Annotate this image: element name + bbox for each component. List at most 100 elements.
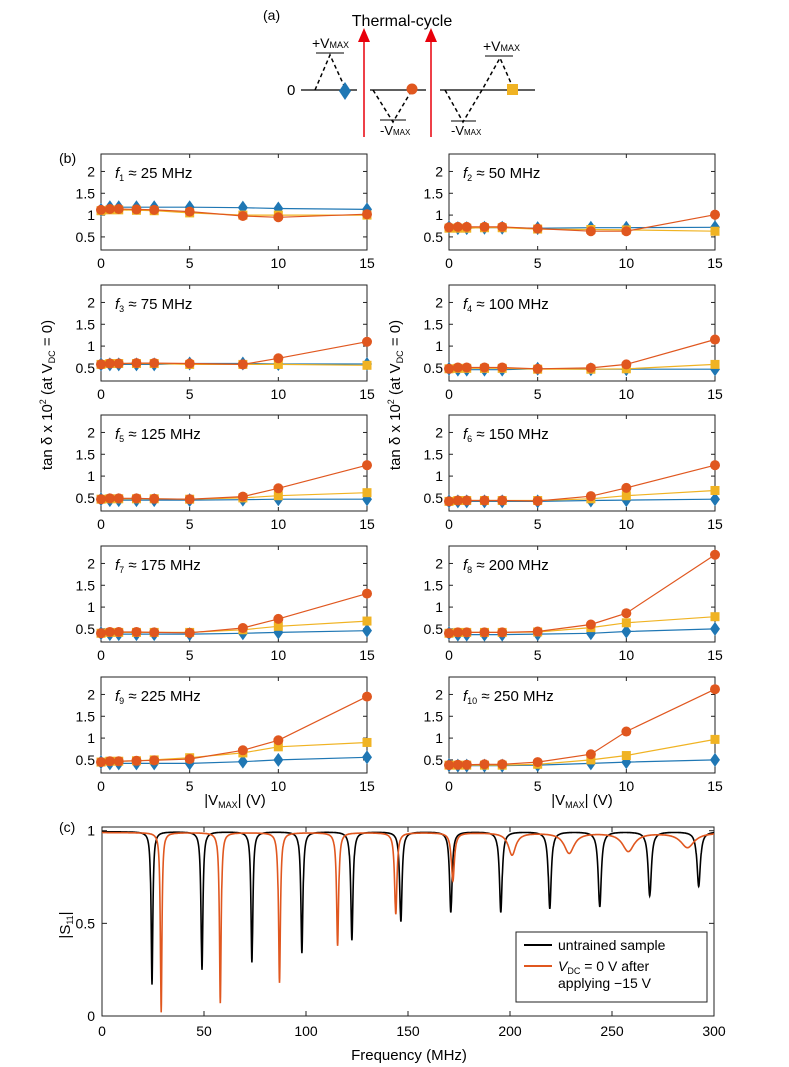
point-diamond bbox=[362, 623, 372, 638]
marker-diamond bbox=[339, 82, 351, 100]
y-tick-label: 1 bbox=[435, 730, 443, 746]
point-circle bbox=[131, 626, 142, 637]
y-tick-label: 1 bbox=[435, 338, 443, 354]
spectrum-xlabel: Frequency (MHz) bbox=[351, 1047, 467, 1064]
y-tick-label: 0.5 bbox=[76, 621, 96, 637]
subplot-freq-label: f4 ≈ 100 MHz bbox=[463, 296, 549, 314]
y-tick-label: 1.5 bbox=[424, 446, 444, 462]
x-tick-label: 0 bbox=[445, 255, 453, 271]
point-circle bbox=[710, 209, 720, 220]
y-tick-label: 2 bbox=[87, 163, 95, 179]
y-tick-label: 0.5 bbox=[76, 752, 96, 768]
point-circle bbox=[621, 359, 632, 370]
x-tick-label: 5 bbox=[534, 516, 542, 532]
subplot-f4: 0.5 1 1.5 2 0 5 10 15 f4 ≈ 100 MHz bbox=[424, 284, 723, 402]
x-tick-label: 5 bbox=[186, 516, 194, 532]
legend-label-untrained: untrained sample bbox=[558, 937, 666, 953]
x-tick-label: 10 bbox=[271, 386, 287, 402]
x-tick-label: 15 bbox=[707, 516, 723, 532]
point-square bbox=[586, 755, 596, 765]
subplot-f6: 0.5 1 1.5 2 0 5 10 15 f6 ≈ 150 MHz bbox=[424, 414, 723, 532]
point-circle bbox=[532, 223, 543, 234]
y-tick-label: 0.5 bbox=[424, 360, 444, 376]
subplot-f3: 0.5 1 1.5 2 0 5 10 15 f3 ≈ 75 MHz bbox=[76, 284, 375, 402]
point-circle bbox=[452, 495, 463, 506]
point-circle bbox=[184, 754, 195, 765]
panel-c: (c) 0 0.5 1 0 50 100 150 200 250 300 |S11| Freque… bbox=[57, 819, 726, 1064]
point-circle bbox=[184, 206, 195, 217]
subplot-freq-label: f10 ≈ 250 MHz bbox=[463, 688, 554, 706]
x-tick-label: 10 bbox=[619, 255, 635, 271]
y-tick-label: 2 bbox=[87, 424, 95, 440]
subplot-frame bbox=[448, 676, 716, 774]
point-circle bbox=[273, 735, 284, 746]
point-circle bbox=[710, 334, 720, 345]
x-tick-label: 5 bbox=[186, 778, 194, 794]
y-tick-label: 0 bbox=[87, 1008, 95, 1024]
point-circle bbox=[621, 608, 632, 619]
point-circle bbox=[104, 203, 115, 214]
schematic-title: Thermal-cycle bbox=[352, 13, 453, 30]
thermal-arrow-1 bbox=[358, 28, 370, 137]
point-circle bbox=[184, 494, 195, 505]
point-circle bbox=[237, 745, 248, 756]
panel-b-xlabel-left: |VMAX| (V) bbox=[204, 792, 265, 810]
x-tick-label: 0 bbox=[97, 778, 105, 794]
point-circle bbox=[96, 204, 106, 215]
subplot-frame bbox=[100, 676, 368, 774]
point-circle bbox=[104, 358, 115, 369]
point-square bbox=[710, 485, 720, 495]
point-circle bbox=[131, 358, 142, 369]
subplot-frame bbox=[448, 545, 716, 643]
y-tick-label: 0.5 bbox=[424, 621, 444, 637]
point-square bbox=[273, 491, 283, 501]
y-tick-label: 1 bbox=[87, 823, 95, 839]
point-circle bbox=[585, 226, 596, 237]
y-tick-label: 2 bbox=[87, 294, 95, 310]
point-square bbox=[362, 616, 372, 626]
point-circle bbox=[273, 613, 284, 624]
y-tick-label: 1 bbox=[435, 207, 443, 223]
x-tick-label: 10 bbox=[619, 647, 635, 663]
x-tick-label: 10 bbox=[619, 516, 635, 532]
y-tick-label: 2 bbox=[87, 555, 95, 571]
point-square bbox=[710, 612, 720, 622]
x-tick-label: 0 bbox=[445, 516, 453, 532]
point-circle bbox=[710, 684, 720, 695]
plus-vmax-label-1: +VMAX bbox=[312, 35, 349, 51]
point-circle bbox=[532, 495, 543, 506]
x-tick-label: 10 bbox=[271, 255, 287, 271]
subplot-f10: 0.5 1 1.5 2 0 5 10 15 f10 ≈ 250 MHz bbox=[424, 676, 723, 794]
panel-c-label: (c) bbox=[59, 819, 75, 835]
point-circle bbox=[113, 203, 124, 214]
point-circle bbox=[362, 691, 372, 702]
point-circle bbox=[149, 493, 160, 504]
x-tick-label: 10 bbox=[271, 647, 287, 663]
x-tick-label: 15 bbox=[359, 778, 375, 794]
y-tick-label: 2 bbox=[435, 163, 443, 179]
point-circle bbox=[452, 362, 463, 373]
subplot-freq-label: f9 ≈ 225 MHz bbox=[115, 688, 201, 706]
point-circle bbox=[710, 460, 720, 471]
x-tick-label: 200 bbox=[498, 1023, 522, 1039]
subplot-freq-label: f5 ≈ 125 MHz bbox=[115, 426, 201, 444]
point-circle bbox=[131, 493, 142, 504]
point-circle bbox=[237, 491, 248, 502]
point-circle bbox=[273, 353, 284, 364]
point-circle bbox=[149, 358, 160, 369]
point-circle bbox=[585, 491, 596, 502]
point-circle bbox=[273, 483, 284, 494]
panel-b-xlabel-right: |VMAX| (V) bbox=[551, 792, 612, 810]
point-circle bbox=[362, 209, 372, 220]
x-tick-label: 15 bbox=[359, 516, 375, 532]
point-square bbox=[362, 488, 372, 498]
x-tick-label: 15 bbox=[707, 386, 723, 402]
y-tick-label: 1 bbox=[87, 338, 95, 354]
y-tick-label: 1.5 bbox=[424, 185, 444, 201]
x-tick-label: 5 bbox=[186, 386, 194, 402]
x-tick-label: 0 bbox=[98, 1023, 106, 1039]
point-circle bbox=[461, 627, 472, 638]
panel-b-label: (b) bbox=[59, 150, 76, 166]
x-tick-label: 10 bbox=[619, 778, 635, 794]
